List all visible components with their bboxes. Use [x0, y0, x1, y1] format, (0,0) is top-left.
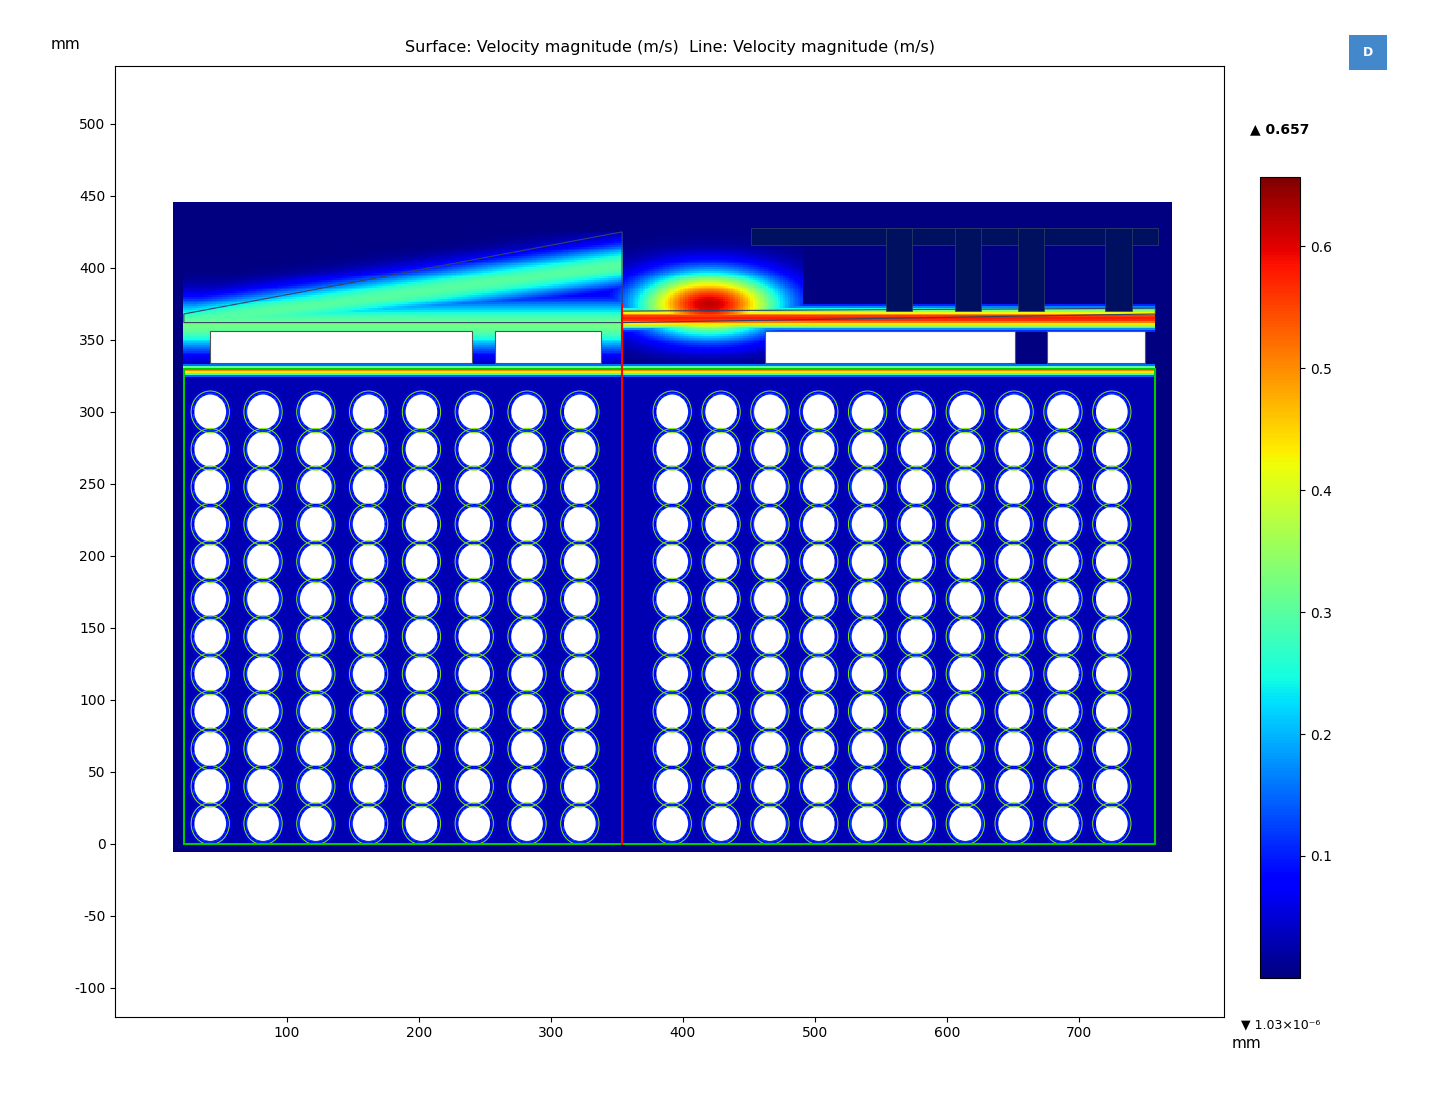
Text: ▲ 0.657: ▲ 0.657	[1250, 123, 1310, 137]
Bar	[955, 228, 981, 312]
Bar	[210, 332, 472, 362]
X-axis label: mm: mm	[1231, 1035, 1261, 1051]
Y-axis label: mm: mm	[50, 38, 81, 52]
Bar	[765, 332, 1015, 362]
Bar	[1349, 35, 1387, 70]
Bar	[1047, 332, 1145, 362]
Bar	[495, 332, 600, 362]
Bar	[752, 228, 1158, 245]
Bar	[1106, 228, 1132, 312]
Bar	[1018, 228, 1044, 312]
Title: Surface: Velocity magnitude (m/s)  Line: Velocity magnitude (m/s): Surface: Velocity magnitude (m/s) Line: …	[405, 41, 935, 55]
Text: D: D	[1362, 46, 1372, 59]
Bar	[886, 228, 913, 312]
Bar	[184, 369, 1155, 844]
Text: ▼ 1.03×10⁻⁶: ▼ 1.03×10⁻⁶	[1240, 1018, 1320, 1031]
